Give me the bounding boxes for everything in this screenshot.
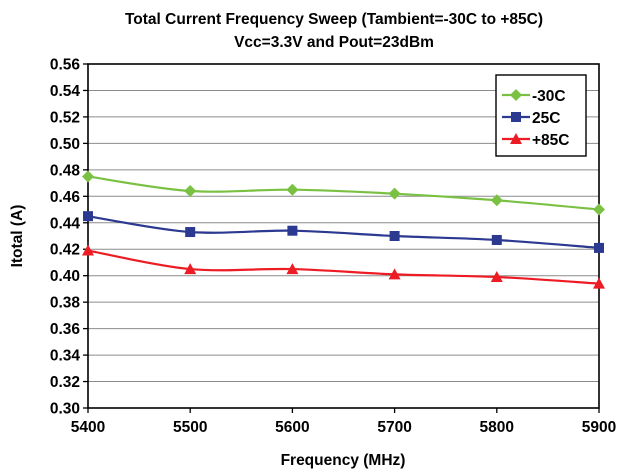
legend-label: -30C bbox=[532, 88, 566, 105]
data-point bbox=[491, 234, 502, 245]
data-point bbox=[83, 211, 93, 222]
y-tick-label: 0.30 bbox=[50, 401, 80, 418]
y-tick-label: 0.50 bbox=[50, 136, 80, 153]
legend-item: +85C bbox=[502, 132, 570, 149]
series-0 bbox=[82, 170, 605, 216]
series-2 bbox=[82, 244, 605, 289]
y-tick-label: 0.52 bbox=[50, 109, 80, 126]
chart-subtitle: Vcc=3.3V and Pout=23dBm bbox=[234, 34, 434, 51]
data-point bbox=[593, 277, 605, 289]
y-tick-label: 0.32 bbox=[50, 374, 80, 391]
y-tick-label: 0.42 bbox=[50, 242, 80, 259]
series-line bbox=[87, 249, 600, 285]
x-tick-label: 5500 bbox=[173, 419, 207, 436]
plot-area-frame bbox=[87, 63, 600, 409]
y-tick-label: 0.38 bbox=[50, 295, 81, 312]
data-point bbox=[490, 194, 503, 207]
chart-title: Total Current Frequency Sweep (Tambient=… bbox=[125, 11, 543, 28]
data-point bbox=[594, 242, 604, 253]
legend-label: +85C bbox=[532, 132, 570, 149]
y-tick-label: 0.44 bbox=[50, 215, 81, 232]
data-point bbox=[82, 244, 94, 256]
y-tick-label: 0.34 bbox=[50, 348, 81, 365]
data-point bbox=[388, 187, 401, 200]
data-point bbox=[185, 227, 196, 238]
x-tick-label: 5900 bbox=[582, 419, 616, 436]
data-point bbox=[388, 268, 401, 280]
legend-label: 25C bbox=[532, 110, 560, 127]
data-point bbox=[82, 170, 94, 183]
data-point bbox=[593, 203, 605, 216]
data-point bbox=[287, 225, 298, 236]
legend-item: -30C bbox=[502, 88, 566, 105]
data-point bbox=[490, 271, 503, 283]
series-line bbox=[87, 215, 600, 250]
series-1 bbox=[83, 211, 604, 253]
data-point bbox=[286, 263, 299, 275]
x-tick-label: 5800 bbox=[480, 419, 514, 436]
x-axis-ticks: 5400 5500 5600 5700 5800 5900 bbox=[71, 408, 616, 436]
y-axis-ticks: 0.30 0.32 0.34 0.36 0.38 0.40 0.42 0.44 0.46 0.48… bbox=[50, 57, 88, 418]
y-tick-label: 0.46 bbox=[50, 189, 81, 206]
legend-swatch-marker bbox=[510, 133, 522, 144]
y-tick-label: 0.40 bbox=[50, 268, 80, 285]
x-axis-label: Frequency (MHz) bbox=[281, 452, 406, 469]
legend-swatch-marker bbox=[510, 89, 522, 101]
data-point bbox=[286, 183, 299, 196]
x-tick-label: 5700 bbox=[377, 419, 411, 436]
y-tick-label: 0.56 bbox=[50, 57, 81, 74]
legend: -30C 25C +85C bbox=[495, 74, 587, 157]
series-line bbox=[87, 175, 600, 211]
y-tick-label: 0.54 bbox=[50, 83, 81, 100]
series-layer bbox=[82, 170, 605, 289]
data-point bbox=[389, 231, 400, 241]
data-point bbox=[184, 185, 197, 198]
y-axis-label: Itotal (A) bbox=[9, 205, 26, 268]
x-tick-label: 5600 bbox=[275, 419, 309, 436]
y-tick-label: 0.36 bbox=[50, 321, 81, 338]
legend-item: 25C bbox=[502, 110, 560, 127]
legend-swatch-marker bbox=[511, 112, 521, 122]
y-tick-label: 0.48 bbox=[50, 162, 81, 179]
data-point bbox=[184, 263, 197, 275]
x-tick-label: 5400 bbox=[71, 419, 105, 436]
